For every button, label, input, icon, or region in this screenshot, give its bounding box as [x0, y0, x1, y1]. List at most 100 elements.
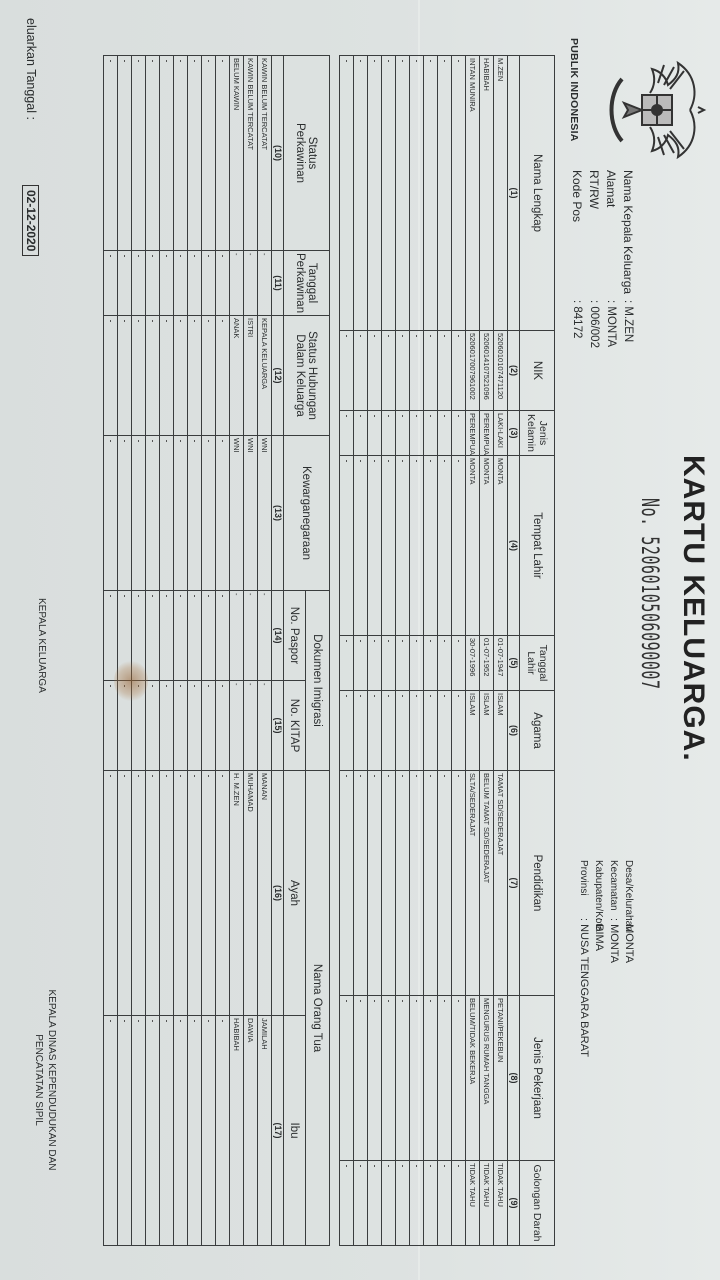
empty-cell — [339, 635, 354, 691]
empty-cell — [395, 995, 410, 1161]
field-label: Provinsi — [578, 860, 589, 896]
empty-cell — [145, 55, 160, 251]
empty-cell — [201, 770, 216, 1016]
empty-cell — [409, 635, 424, 691]
empty-row — [367, 55, 382, 1246]
issued-date-label: eluarkan Tanggal : — [24, 18, 38, 120]
empty-cell — [395, 1160, 410, 1246]
empty-cell — [173, 590, 188, 681]
office-line-2: PENCATATAN SIPIL — [33, 1034, 44, 1126]
empty-cell — [451, 635, 466, 691]
empty-cell — [423, 995, 438, 1161]
empty-cell — [173, 55, 188, 251]
table-cell: - — [243, 250, 258, 316]
empty-cell — [339, 55, 354, 331]
table-cell: - — [257, 590, 272, 681]
garuda-emblem-icon — [609, 60, 707, 160]
empty-cell — [145, 680, 160, 771]
table-row: KAWIN BELUM TERCATAT - KEPALA KELUARGA WNI -… — [257, 55, 272, 1246]
empty-cell — [395, 55, 410, 331]
table-row: HABIBAH 5206014107521096 PEREMPUAN MONTA 01-… — [479, 55, 494, 1246]
empty-cell — [215, 770, 230, 1016]
empty-cell — [409, 995, 424, 1161]
field-value: : NUSA TENGGARA BARAT — [578, 918, 590, 1057]
empty-row — [381, 55, 396, 1246]
empty-cell — [409, 770, 424, 996]
empty-row — [409, 55, 424, 1246]
field-label: RT/RW — [587, 170, 601, 209]
table-cell: MONTA — [465, 455, 480, 636]
empty-cell — [353, 770, 368, 996]
empty-cell — [437, 995, 452, 1161]
empty-cell — [409, 410, 424, 456]
empty-cell — [367, 1160, 382, 1246]
empty-cell — [173, 250, 188, 316]
empty-cell — [201, 680, 216, 771]
empty-cell — [103, 315, 118, 436]
empty-cell — [215, 1015, 230, 1246]
field-label: Alamat — [604, 170, 618, 208]
empty-cell — [201, 55, 216, 251]
empty-cell — [423, 770, 438, 996]
table-row: BELUM KAWIN - ANAK WNI - - H. M.ZEN HABIBAH — [229, 55, 244, 1246]
empty-row — [339, 55, 354, 1246]
field-label: Desa/Kelurahan — [623, 860, 634, 932]
empty-cell — [409, 330, 424, 411]
empty-cell — [437, 1160, 452, 1246]
empty-cell — [103, 770, 118, 1016]
table-cell: KEPALA KELUARGA — [257, 315, 272, 436]
empty-cell — [145, 770, 160, 1016]
header-agama: Agama — [519, 690, 555, 771]
office-signature-label: KEPALA DINAS KEPENDUDUKAN DAN PENCATATAN… — [32, 975, 58, 1185]
field-label: Kode Pos — [570, 170, 584, 223]
empty-cell — [145, 590, 160, 681]
empty-cell — [117, 770, 132, 1016]
header-pekerjaan: Jenis Pekerjaan — [519, 995, 555, 1161]
head-of-family-info: Nama Kepala Keluarga: M.ZEN Alamat: MONT… — [568, 170, 636, 348]
empty-row — [145, 55, 160, 1246]
field-label: Kabupaten/Kota — [593, 860, 604, 932]
empty-cell — [437, 55, 452, 331]
empty-cell — [409, 55, 424, 331]
empty-cell — [117, 435, 132, 591]
empty-cell — [353, 690, 368, 771]
field-value: : 006/002 — [588, 300, 600, 348]
empty-cell — [367, 770, 382, 996]
empty-cell — [451, 1160, 466, 1246]
table-cell: 30-07-1996 — [465, 635, 480, 691]
table-cell: WNI — [229, 435, 244, 591]
empty-cell — [381, 635, 396, 691]
empty-cell — [117, 1015, 132, 1246]
table-cell: MENGURUS RUMAH TANGGA — [479, 995, 494, 1161]
table-cell: 5206017007961002 — [465, 330, 480, 411]
empty-cell — [187, 680, 202, 771]
table-cell: H. M.ZEN — [229, 770, 244, 1016]
empty-cell — [423, 55, 438, 331]
column-number: (17) — [271, 1015, 284, 1246]
empty-cell — [145, 1015, 160, 1246]
field-value: : 84172 — [571, 300, 583, 339]
empty-cell — [423, 635, 438, 691]
table-cell: MANAN — [257, 770, 272, 1016]
empty-cell — [339, 1160, 354, 1246]
empty-row — [437, 55, 452, 1246]
empty-cell — [103, 55, 118, 251]
empty-cell — [187, 55, 202, 251]
column-number: (13) — [271, 435, 284, 591]
header-tanggal-lahir: Tanggal Lahir — [519, 635, 555, 691]
field-label: Nama Kepala Keluarga — [621, 170, 635, 295]
header-status-hubungan: Status Hubungan Dalam Keluarga — [283, 315, 330, 436]
empty-cell — [367, 690, 382, 771]
empty-row — [103, 55, 118, 1246]
empty-cell — [451, 55, 466, 331]
empty-row — [187, 55, 202, 1246]
column-number: (9) — [507, 1160, 520, 1246]
header-status-perkawinan: Status Perkawinan — [283, 55, 330, 251]
empty-row — [395, 55, 410, 1246]
table-cell: PEREMPUAN — [479, 410, 494, 456]
empty-cell — [409, 1160, 424, 1246]
status-table: Status Perkawinan Tanggal Perkawinan Sta… — [103, 55, 330, 1246]
table-cell: MUHAMAD — [243, 770, 258, 1016]
table-cell: MONTA — [479, 455, 494, 636]
empty-cell — [451, 995, 466, 1161]
